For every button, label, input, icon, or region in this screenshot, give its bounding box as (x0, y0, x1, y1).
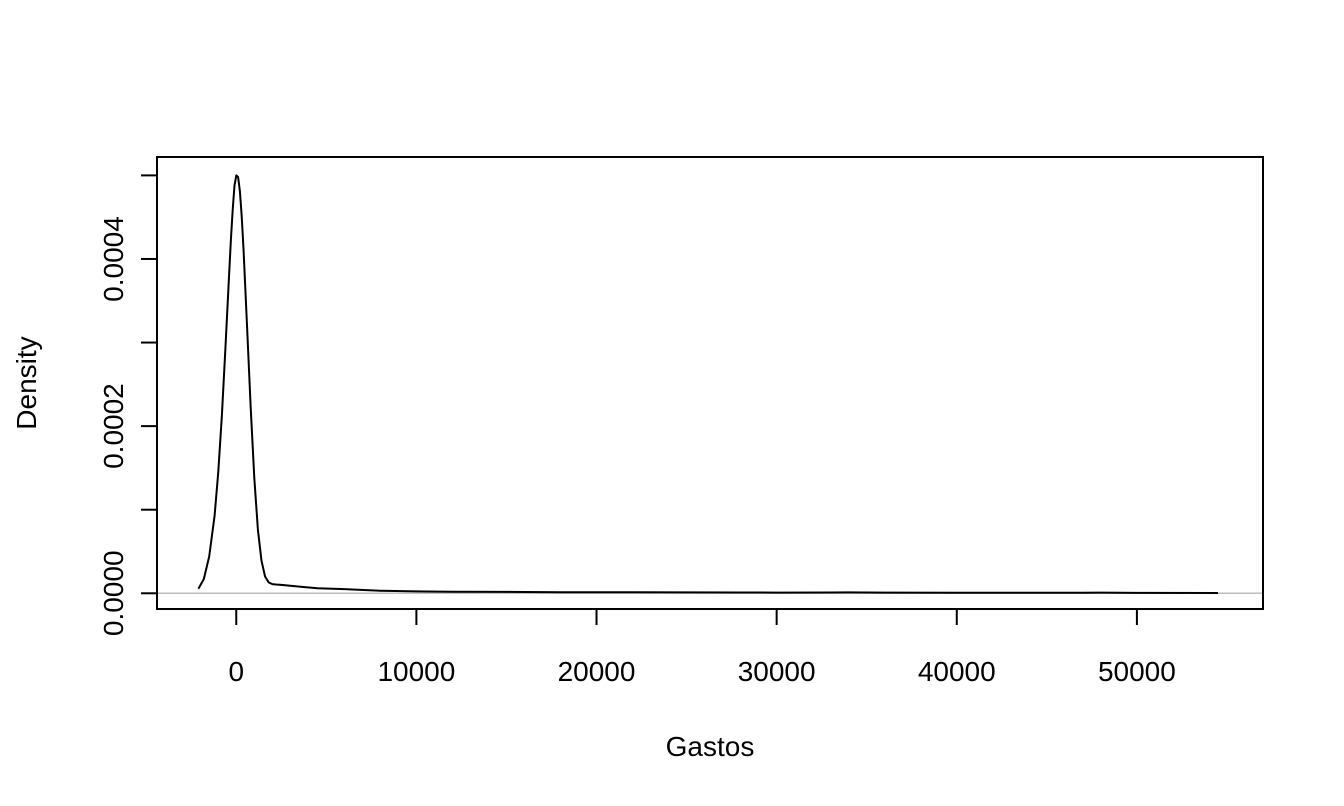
plot-frame (157, 157, 1263, 609)
x-axis: 0 10000 20000 30000 40000 50000 (228, 609, 1175, 687)
x-tick-label: 40000 (918, 656, 996, 687)
y-tick-label: 0.0002 (98, 383, 129, 469)
x-tick-label: 20000 (558, 656, 636, 687)
x-tick-label: 50000 (1098, 656, 1176, 687)
y-tick-label: 0.0000 (98, 550, 129, 636)
x-axis-label: Gastos (666, 731, 755, 762)
y-axis-label: Density (11, 336, 42, 429)
y-axis: 0.0000 0.0002 0.0004 (98, 175, 157, 636)
x-tick-label: 30000 (738, 656, 816, 687)
x-tick-label: 0 (228, 656, 244, 687)
y-tick-label: 0.0004 (98, 216, 129, 302)
density-curve (198, 175, 1218, 593)
x-tick-label: 10000 (377, 656, 455, 687)
density-curve-layer (198, 175, 1218, 593)
